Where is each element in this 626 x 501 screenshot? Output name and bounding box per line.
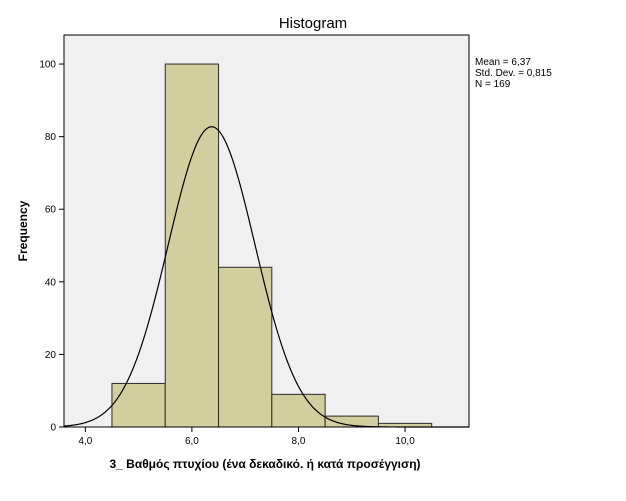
y-tick-label: 60 [45, 205, 57, 216]
x-axis-title: 3_ Βαθμός πτυχίου (ένα δεκαδικό. ή κατά … [109, 457, 420, 471]
x-tick-label: 6,0 [185, 436, 199, 447]
bars-group [111, 63, 433, 428]
stats-line-1: Std. Dev. = 0,815 [475, 68, 552, 79]
y-tick-label: 0 [50, 423, 56, 434]
y-axis-ticks: 0 20 40 60 80 100 [39, 60, 64, 434]
stats-line-0: Mean = 6,37 [475, 57, 531, 68]
histogram-bar-2 [218, 266, 273, 428]
histogram-bar-0 [111, 382, 166, 428]
x-tick-label: 4,0 [78, 436, 92, 447]
y-axis-title: Frequency [16, 200, 30, 261]
histogram-bar-1 [164, 63, 220, 428]
y-tick-label: 40 [45, 277, 57, 288]
stats-line-2: N = 169 [475, 79, 511, 90]
x-tick-label: 8,0 [292, 436, 306, 447]
axes-group [63, 35, 469, 428]
y-tick-label: 100 [39, 60, 56, 71]
y-tick-label: 20 [45, 350, 57, 361]
y-tick-label: 80 [45, 132, 57, 143]
chart-title: Histogram [279, 15, 347, 32]
x-axis-ticks: 4,0 6,0 8,0 10,0 [78, 427, 415, 447]
x-tick-label: 10,0 [395, 436, 415, 447]
